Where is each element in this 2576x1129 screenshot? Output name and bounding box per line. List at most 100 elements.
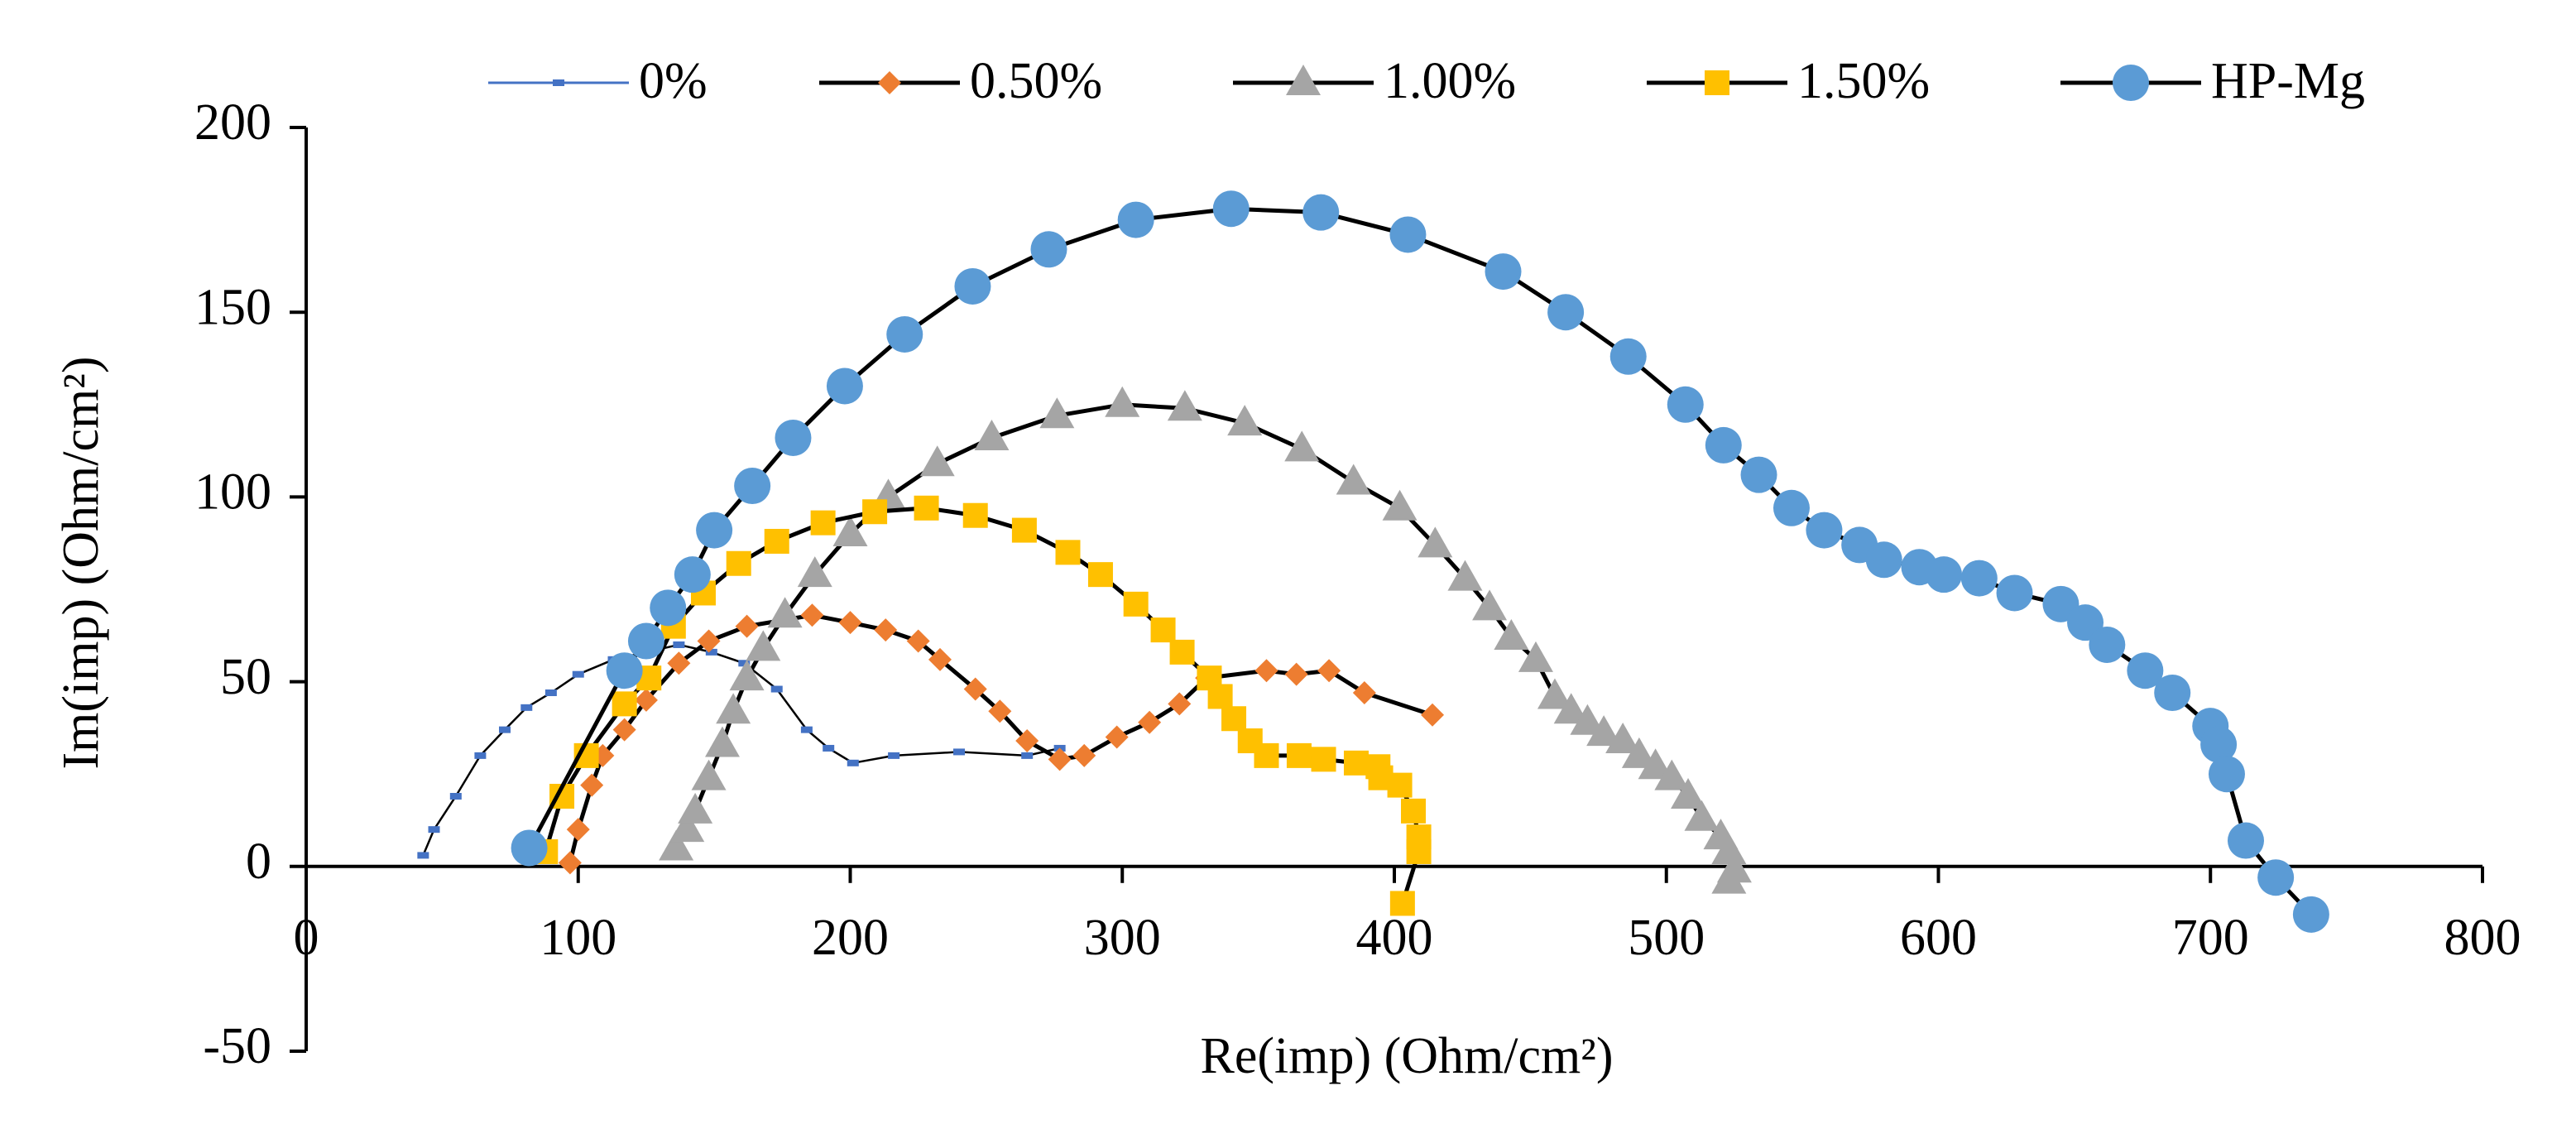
data-point — [906, 629, 930, 653]
data-point — [1227, 405, 1263, 436]
data-point — [449, 792, 462, 800]
data-point — [2257, 859, 2295, 896]
data-point — [797, 556, 832, 588]
data-point — [1212, 190, 1250, 228]
data-point — [1401, 798, 1427, 824]
data-point — [1389, 891, 1415, 916]
data-point — [1684, 800, 1720, 831]
data-point — [726, 550, 751, 576]
data-point — [606, 652, 643, 689]
data-point — [1605, 723, 1641, 754]
data-point — [1343, 750, 1369, 776]
data-point — [511, 829, 548, 867]
data-point — [612, 718, 636, 742]
data-point — [417, 852, 429, 859]
data-point — [874, 618, 898, 642]
legend-label: 0% — [639, 53, 708, 109]
y-tick-label: 100 — [194, 464, 271, 521]
data-point — [800, 603, 824, 627]
x-tick-label: 200 — [812, 910, 889, 966]
data-point — [1740, 456, 1777, 493]
data-point — [678, 792, 713, 824]
data-point — [1087, 562, 1113, 588]
data-point — [764, 528, 789, 554]
data-point — [1030, 231, 1067, 268]
data-point — [838, 611, 862, 635]
x-tick-label: 300 — [1084, 910, 1161, 966]
data-point — [627, 622, 664, 660]
data-point — [697, 629, 721, 653]
data-point — [800, 726, 813, 733]
data-point — [1055, 540, 1081, 565]
data-point — [1138, 710, 1162, 734]
data-point — [1072, 743, 1096, 767]
data-point — [1015, 729, 1039, 753]
data-point — [886, 315, 923, 353]
data-point — [428, 826, 440, 834]
data-point — [974, 419, 1010, 450]
legend-label: 1.00% — [1384, 53, 1516, 109]
data-point — [1254, 742, 1279, 768]
data-point — [832, 516, 868, 547]
data-point — [1021, 752, 1034, 759]
y-tick-label: 50 — [220, 649, 271, 705]
data-point — [1570, 704, 1605, 735]
data-point — [1609, 338, 1647, 375]
data-point — [1547, 294, 1585, 331]
data-point — [1472, 589, 1508, 621]
data-point — [1711, 833, 1747, 864]
data-point — [1485, 253, 1522, 291]
data-point — [1317, 659, 1341, 683]
data-point — [729, 660, 765, 691]
data-point — [650, 589, 687, 627]
data-point — [1711, 862, 1747, 894]
data-point — [1518, 641, 1553, 672]
legend-marker — [553, 79, 564, 86]
data-point — [667, 651, 691, 675]
data-point — [1117, 201, 1154, 238]
data-point — [1387, 772, 1413, 798]
legend-label: HP-Mg — [2211, 53, 2365, 109]
data-point — [2154, 674, 2191, 711]
data-point — [520, 704, 533, 711]
legend-label: 1.50% — [1797, 53, 1930, 109]
data-point — [1168, 692, 1192, 716]
data-point — [1352, 680, 1376, 704]
data-point — [734, 468, 771, 505]
data-point — [1311, 747, 1336, 772]
data-point — [1654, 759, 1690, 790]
data-point — [1671, 777, 1706, 809]
data-point — [847, 759, 859, 766]
data-point — [674, 556, 711, 593]
data-point — [691, 759, 727, 790]
data-point — [2292, 896, 2329, 933]
data-point — [2127, 652, 2164, 689]
data-point — [1553, 693, 1589, 724]
data-point — [696, 512, 733, 549]
data-point — [767, 597, 803, 628]
data-point — [826, 368, 863, 405]
x-tick-label: 400 — [1356, 910, 1433, 966]
legend-label: 0.50% — [970, 53, 1102, 109]
data-point — [1926, 556, 1963, 593]
data-point — [888, 752, 900, 759]
data-point — [612, 691, 637, 717]
data-point — [1806, 512, 1843, 549]
data-point — [954, 267, 991, 305]
x-tick-label: 600 — [1900, 910, 1977, 966]
data-point — [823, 744, 835, 752]
data-point — [1418, 526, 1453, 558]
data-point — [704, 726, 740, 757]
data-point — [1105, 386, 1140, 417]
data-point — [1421, 703, 1445, 727]
data-point — [1586, 715, 1622, 747]
data-point — [1382, 489, 1418, 521]
data-point — [580, 773, 604, 797]
data-point — [770, 685, 783, 693]
x-tick-label: 100 — [540, 910, 616, 966]
data-point — [746, 630, 781, 661]
data-point — [988, 699, 1012, 723]
y-axis-label: Im(imp) (Ohm/cm²) — [53, 357, 109, 770]
